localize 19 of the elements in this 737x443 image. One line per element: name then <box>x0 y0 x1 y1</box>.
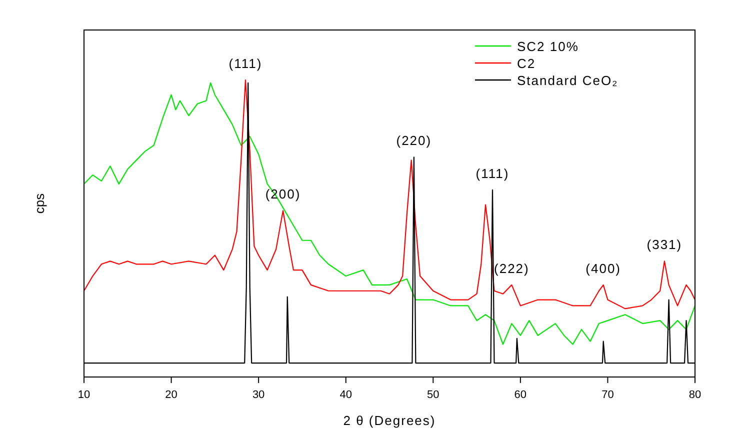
legend-label: Standard CeO₂ <box>517 73 618 88</box>
legend-label: SC2 10% <box>517 39 579 54</box>
x-tick-label: 30 <box>252 389 265 401</box>
annotation: (111) <box>228 56 262 71</box>
x-tick-label: 10 <box>78 389 90 401</box>
legend-label: C2 <box>517 56 536 71</box>
x-tick-label: 70 <box>602 389 614 401</box>
x-tick-label: 80 <box>688 389 702 401</box>
annotation: (400) <box>586 260 622 276</box>
x-tick-label: 50 <box>427 389 440 401</box>
annotation: (111) <box>476 166 510 181</box>
annotation: (222) <box>494 260 530 276</box>
x-tick-label: 60 <box>514 389 527 401</box>
x-tick-label: 20 <box>165 389 178 401</box>
annotation: (331) <box>646 237 682 252</box>
x-axis-title: 2 θ (Degrees) <box>343 413 436 428</box>
y-axis-title: cps <box>32 192 47 214</box>
annotation: (220) <box>396 133 432 148</box>
x-tick-label: 40 <box>340 389 352 401</box>
